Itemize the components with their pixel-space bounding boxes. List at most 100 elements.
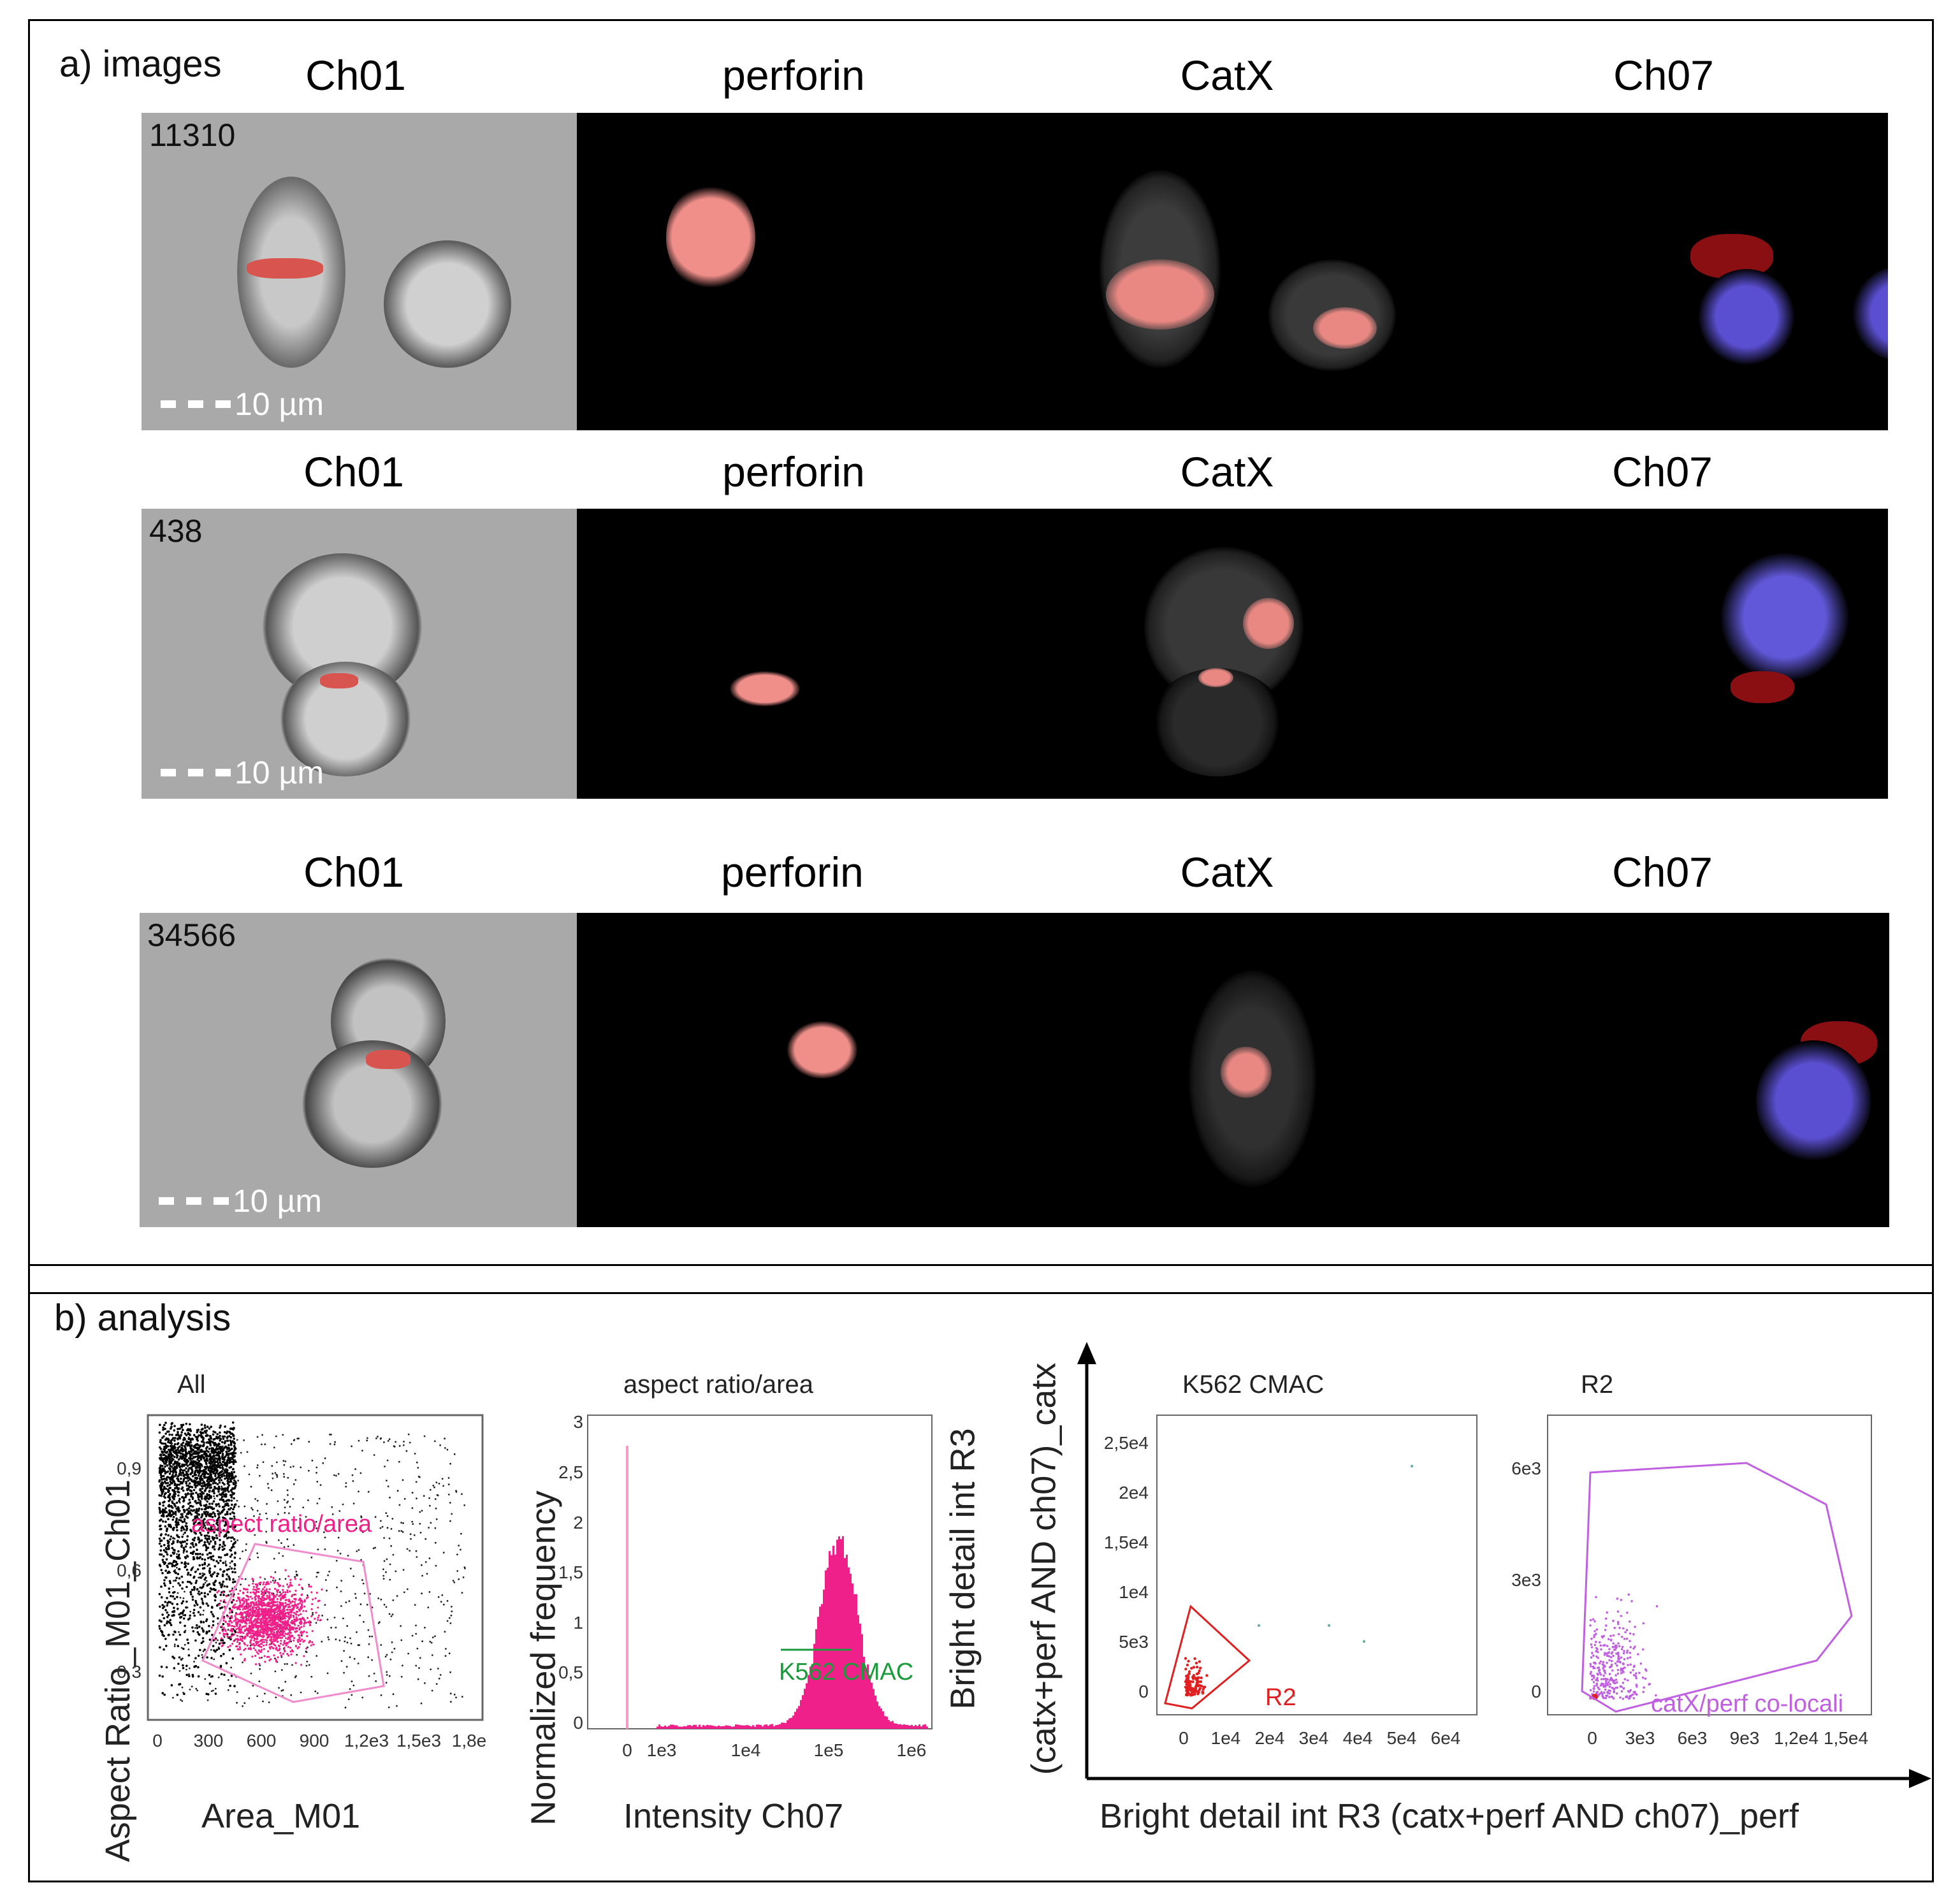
plot1-point (244, 1578, 247, 1580)
plot1-point (166, 1615, 169, 1619)
plot1-point (184, 1643, 186, 1646)
plot1-point (402, 1444, 405, 1446)
plot1-point (286, 1663, 288, 1665)
plot1-point (173, 1439, 176, 1442)
ch07-nucleus (1852, 266, 1888, 361)
plot1-point (294, 1589, 297, 1592)
plot1-point (221, 1475, 223, 1478)
plot3-point (1362, 1640, 1366, 1643)
plot1-point (289, 1606, 291, 1608)
plot1-point (163, 1634, 165, 1637)
plot1-point (284, 1624, 286, 1626)
plot1-point (249, 1528, 250, 1531)
plot1-point (224, 1633, 226, 1636)
plot1-point (247, 1618, 249, 1620)
plot1-point (208, 1567, 212, 1570)
plot1-point (331, 1513, 334, 1515)
plot1-point (212, 1528, 215, 1531)
plot1-point (172, 1511, 175, 1514)
plot1-point (272, 1473, 273, 1475)
plot1-point (245, 1594, 248, 1597)
plot1-point (284, 1511, 286, 1514)
plot1-point (286, 1591, 289, 1594)
plot1-point (185, 1668, 187, 1671)
plot1-point (180, 1529, 183, 1532)
plot1-gate-label: aspect ratio/area (191, 1511, 372, 1538)
plot1-point (448, 1617, 451, 1619)
plot1-point (203, 1610, 205, 1612)
plot1-point (178, 1499, 180, 1502)
plot1-point (182, 1499, 185, 1502)
plot1-point (254, 1534, 256, 1536)
plot2-bar (662, 1726, 664, 1729)
plot2-bar (702, 1725, 704, 1729)
plot1-point (421, 1640, 423, 1643)
plot3-point (1201, 1687, 1205, 1691)
plot2-bar (804, 1689, 806, 1729)
plot1-point (242, 1550, 243, 1553)
fluorescence-image-strip (577, 913, 1889, 1227)
plot1-point (159, 1565, 162, 1568)
plot1-point (189, 1573, 192, 1576)
plot1-point (210, 1529, 212, 1531)
plot1-point (201, 1455, 204, 1458)
plot1-point (198, 1469, 201, 1473)
plot1-point (210, 1486, 212, 1489)
plot1-point (234, 1529, 237, 1532)
plot1-point (353, 1657, 356, 1660)
scale-bar-label: 10 µm (233, 1183, 322, 1219)
plot1-point (362, 1531, 364, 1533)
plot1-point (266, 1633, 269, 1636)
synapse-marker (320, 673, 358, 688)
plot1-point (317, 1548, 319, 1551)
plot4-point (1616, 1669, 1620, 1671)
plot2-bar (890, 1721, 892, 1729)
plot1-point (434, 1541, 437, 1544)
plot1-point (177, 1555, 180, 1558)
plot1-point (222, 1543, 225, 1545)
plot1-point (173, 1610, 175, 1612)
plot1-point (165, 1511, 168, 1513)
plot1-point (206, 1493, 208, 1495)
plot1-point (224, 1439, 226, 1442)
plot1-point (207, 1531, 210, 1534)
plot1-point (198, 1464, 201, 1467)
plot1-point (213, 1531, 215, 1534)
plot4-point (1623, 1678, 1627, 1680)
plot4-point (1590, 1646, 1593, 1648)
plot1-point (231, 1503, 233, 1506)
plot1-point (182, 1647, 185, 1650)
plot1-point (188, 1673, 190, 1675)
plot1-point (214, 1515, 217, 1518)
plot3-point (1185, 1685, 1189, 1689)
plot1-point (166, 1597, 168, 1599)
plot1-point (173, 1437, 177, 1439)
plot1-point (221, 1481, 224, 1484)
plot1-point (303, 1622, 305, 1625)
plot2-bar (764, 1724, 766, 1729)
plot2-bar (846, 1554, 848, 1729)
plot1-point (416, 1497, 417, 1500)
plot1-point (176, 1566, 178, 1569)
plot2-bar (869, 1675, 871, 1729)
plot1-point (223, 1505, 226, 1508)
plot1-point (222, 1487, 225, 1490)
plot1-point (367, 1437, 368, 1439)
plot1-point (182, 1489, 185, 1492)
plot1-point (215, 1534, 218, 1537)
plot1-point (181, 1455, 184, 1459)
plot1-point (375, 1437, 377, 1439)
plot1-point (249, 1591, 252, 1594)
plot1-point (438, 1483, 440, 1485)
plot1-point (252, 1613, 254, 1615)
plot1-point (261, 1588, 264, 1590)
plot1-point (164, 1492, 167, 1495)
plot3-point (1192, 1666, 1196, 1669)
plot4-point (1599, 1671, 1601, 1674)
plot1-point (174, 1505, 177, 1508)
plot1-point (164, 1507, 167, 1510)
plot4-point (1589, 1689, 1592, 1692)
plot3-point (1184, 1668, 1187, 1671)
plot2-bar (817, 1617, 819, 1729)
plot1-point (305, 1651, 308, 1654)
